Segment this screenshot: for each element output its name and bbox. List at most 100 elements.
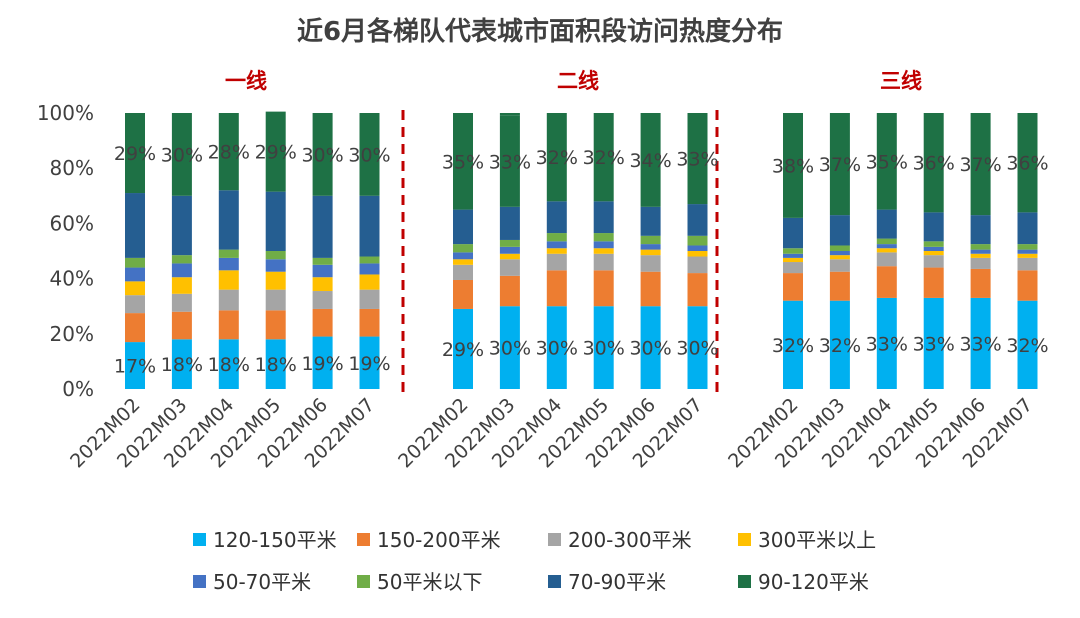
data-label: 35% (442, 151, 484, 173)
bar-segment (687, 251, 708, 257)
data-label: 30% (629, 338, 671, 360)
bar-segment (125, 267, 145, 282)
bar-segment (829, 271, 850, 301)
data-label: 38% (772, 155, 814, 177)
bar-segment (218, 190, 239, 250)
bar-segment (923, 241, 944, 247)
legend-item: 200-300平米 (548, 528, 692, 552)
legend-item: 50平米以下 (357, 570, 482, 594)
legend: 120-150平米 150-200平米 200-300平米 300平米以上 50-70平… (193, 528, 876, 594)
bar-segment (829, 300, 850, 389)
bar-segment (876, 266, 897, 298)
bar-segment (265, 259, 286, 272)
bar-segment (125, 313, 145, 343)
data-label: 29% (255, 142, 297, 164)
bar-segment (265, 111, 286, 192)
bar-segment (218, 339, 239, 389)
bar-segment (923, 246, 944, 251)
bar-segment (923, 297, 944, 389)
bar-segment (923, 113, 944, 213)
bar-segment (593, 248, 614, 254)
data-label: 32% (583, 147, 625, 169)
bar-segment (171, 113, 192, 196)
bar-segment (546, 248, 567, 254)
data-label: 28% (208, 142, 250, 164)
bar-segment (923, 212, 944, 242)
legend-label: 70-90平米 (568, 570, 666, 594)
bar-segment (312, 264, 333, 278)
group-dividers (401, 110, 719, 392)
bar-segment (453, 113, 473, 210)
bar-segment (783, 300, 803, 389)
data-label: 30% (301, 144, 343, 166)
legend-swatch (738, 533, 751, 546)
bar-segment (876, 297, 897, 389)
data-label: 37% (959, 154, 1001, 176)
legend-label: 90-120平米 (758, 570, 869, 594)
bar-segment (970, 268, 991, 298)
bar-segment (312, 291, 333, 309)
data-label: 36% (1006, 153, 1048, 175)
bar-segment (265, 310, 286, 340)
y-tick-label: 40% (50, 267, 94, 291)
data-label: 30% (676, 338, 718, 360)
data-label: 32% (819, 335, 861, 357)
bar-segment (970, 257, 991, 269)
bar-segment (265, 251, 286, 260)
bar-segment (171, 311, 192, 340)
bar-segment (1017, 113, 1038, 213)
bar-segment (546, 253, 567, 271)
bar-segment (359, 256, 380, 264)
legend-item: 90-120平米 (738, 570, 869, 594)
bar-segment (125, 113, 145, 194)
legend-swatch (193, 575, 206, 588)
data-label: 32% (1006, 335, 1048, 357)
bar-segment (876, 252, 897, 267)
group-title: 二线 (557, 69, 599, 93)
bar-segment (171, 277, 192, 294)
legend-item: 150-200平米 (357, 528, 501, 552)
legend-swatch (548, 533, 561, 546)
data-label: 32% (536, 147, 578, 169)
bar-segment (499, 206, 520, 240)
bar-segment (499, 259, 520, 276)
data-label: 33% (959, 333, 1001, 355)
legend-label: 150-200平米 (377, 528, 501, 552)
y-tick-label: 100% (37, 101, 94, 125)
data-label: 17% (114, 356, 156, 378)
bar-segment (829, 215, 850, 246)
bar-segment (218, 257, 239, 271)
bar-segment (218, 310, 239, 340)
bar-segment (593, 253, 614, 271)
legend-swatch (357, 533, 370, 546)
bar-segment (359, 263, 380, 275)
bar-segment (876, 113, 897, 210)
bar-segment (125, 193, 145, 258)
group-title: 一线 (225, 69, 267, 93)
bar-segment (970, 113, 991, 216)
data-label: 30% (348, 144, 390, 166)
bar-segment (125, 281, 145, 296)
bar-segment (312, 195, 333, 258)
data-label: 18% (161, 354, 203, 376)
data-label: 35% (866, 151, 908, 173)
bar-segment (171, 255, 192, 264)
bar-segment (546, 306, 567, 389)
legend-label: 300平米以上 (758, 528, 876, 552)
bar-segment (218, 249, 239, 258)
legend-swatch (193, 533, 206, 546)
y-tick-label: 80% (50, 156, 94, 180)
bar-segment (783, 217, 803, 249)
bar-segment (687, 306, 708, 389)
bar-segment (783, 257, 803, 263)
bar-segment (687, 204, 708, 236)
bar-segment (546, 113, 567, 202)
bar-segment (829, 245, 850, 251)
bar-segment (970, 215, 991, 245)
bar-segment (359, 274, 380, 290)
legend-label: 120-150平米 (213, 528, 337, 552)
bar-segment (687, 273, 708, 307)
bar-segment (640, 235, 661, 245)
bar-segment (453, 279, 473, 309)
